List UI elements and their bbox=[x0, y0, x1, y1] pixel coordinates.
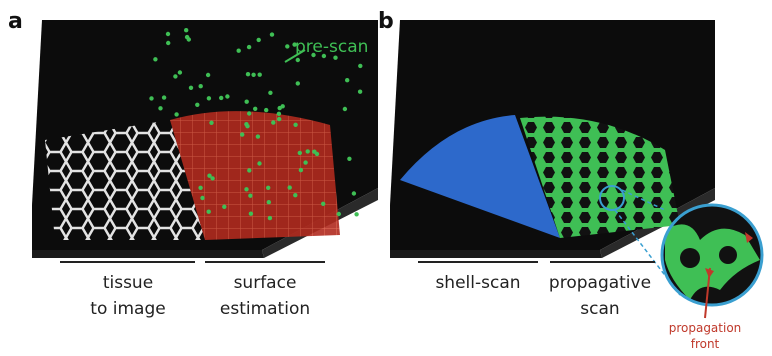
point bbox=[277, 112, 281, 116]
point bbox=[153, 57, 157, 61]
annotation: pre-scan bbox=[295, 37, 368, 57]
caption: surface bbox=[234, 273, 297, 293]
point bbox=[244, 187, 248, 191]
inset-caption: propagation bbox=[669, 321, 742, 335]
point bbox=[354, 212, 358, 216]
point bbox=[281, 104, 285, 108]
point bbox=[258, 73, 262, 77]
point bbox=[251, 73, 255, 77]
point bbox=[225, 94, 229, 98]
point bbox=[207, 174, 211, 178]
caption: shell-scan bbox=[435, 273, 520, 293]
point bbox=[173, 74, 177, 78]
inset-caption: front bbox=[691, 337, 720, 351]
point bbox=[207, 210, 211, 214]
point bbox=[200, 196, 204, 200]
caption: to image bbox=[90, 299, 165, 319]
point bbox=[162, 95, 166, 99]
point bbox=[268, 216, 272, 220]
point bbox=[306, 149, 310, 153]
point bbox=[337, 212, 341, 216]
panel-label: a bbox=[8, 9, 23, 34]
point bbox=[268, 91, 272, 95]
point bbox=[207, 96, 211, 100]
point bbox=[240, 132, 244, 136]
point bbox=[174, 112, 178, 116]
point bbox=[249, 212, 253, 216]
point bbox=[199, 84, 203, 88]
point bbox=[321, 202, 325, 206]
point bbox=[277, 117, 281, 121]
point bbox=[256, 134, 260, 138]
point bbox=[345, 78, 349, 82]
point bbox=[178, 70, 182, 74]
point bbox=[246, 72, 250, 76]
point bbox=[245, 100, 249, 104]
point bbox=[185, 35, 189, 39]
point bbox=[293, 123, 297, 127]
point bbox=[270, 32, 274, 36]
point bbox=[248, 194, 252, 198]
point bbox=[285, 44, 289, 48]
point bbox=[195, 103, 199, 107]
point bbox=[293, 193, 297, 197]
point bbox=[299, 168, 303, 172]
point bbox=[267, 200, 271, 204]
point bbox=[166, 41, 170, 45]
point bbox=[343, 107, 347, 111]
figure: pre-scan a b tissue to image surface est… bbox=[0, 0, 772, 356]
caption: tissue bbox=[103, 273, 153, 293]
point bbox=[257, 38, 261, 42]
caption: propagative bbox=[549, 273, 651, 293]
point bbox=[198, 186, 202, 190]
caption: estimation bbox=[220, 299, 310, 319]
point bbox=[347, 157, 351, 161]
point bbox=[206, 73, 210, 77]
point bbox=[312, 150, 316, 154]
point bbox=[352, 191, 356, 195]
point bbox=[253, 107, 257, 111]
panel-label: b bbox=[378, 9, 394, 34]
point bbox=[244, 122, 248, 126]
point bbox=[184, 28, 188, 32]
point bbox=[266, 186, 270, 190]
point bbox=[264, 108, 268, 112]
point bbox=[358, 64, 362, 68]
caption: scan bbox=[580, 299, 619, 319]
point bbox=[358, 90, 362, 94]
point bbox=[149, 96, 153, 100]
point bbox=[247, 45, 251, 49]
point bbox=[237, 49, 241, 53]
point bbox=[247, 111, 251, 115]
point bbox=[166, 32, 170, 36]
point bbox=[271, 120, 275, 124]
point bbox=[189, 86, 193, 90]
point bbox=[296, 81, 300, 85]
point bbox=[219, 96, 223, 100]
point bbox=[296, 58, 300, 62]
point bbox=[298, 151, 302, 155]
point bbox=[303, 160, 307, 164]
point bbox=[257, 161, 261, 165]
point bbox=[209, 121, 213, 125]
point bbox=[288, 185, 292, 189]
point bbox=[222, 205, 226, 209]
point bbox=[247, 168, 251, 172]
point bbox=[158, 106, 162, 110]
